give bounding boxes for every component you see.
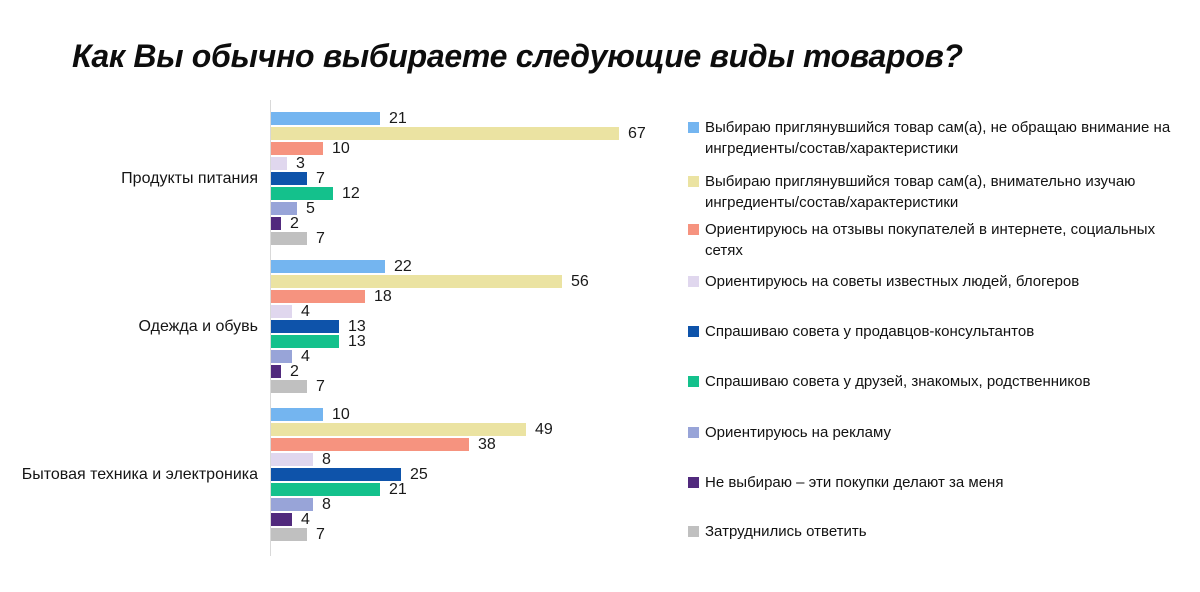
legend-color-swatch [688,276,699,287]
bar [271,438,469,451]
bar [271,483,380,496]
value-label: 25 [410,466,428,483]
value-label: 4 [301,348,310,365]
bar [271,275,562,288]
value-label: 21 [389,481,407,498]
value-label: 2 [290,215,299,232]
value-label: 21 [389,110,407,127]
value-label: 38 [478,436,496,453]
legend-color-swatch [688,176,699,187]
value-label: 49 [535,421,553,438]
bar [271,305,292,318]
bar [271,112,380,125]
bar [271,453,313,466]
value-label: 5 [306,200,315,217]
legend: Выбираю приглянувшийся товар сам(а), не … [688,0,1178,592]
value-label: 7 [316,526,325,543]
bar [271,217,281,230]
category-label: Бытовая техника и электроника [21,465,258,483]
bar [271,202,297,215]
value-label: 3 [296,155,305,172]
bar [271,157,287,170]
category-label: Продукты питания [121,169,258,187]
value-label: 4 [301,511,310,528]
bar [271,498,313,511]
legend-label: Ориентируюсь на отзывы покупателей в инт… [705,221,1156,259]
value-label: 13 [348,318,366,335]
bar [271,232,307,245]
bar [271,350,292,363]
legend-label: Затруднились ответить [705,523,867,540]
value-label: 13 [348,333,366,350]
legend-color-swatch [688,122,699,133]
bar [271,408,323,421]
legend-label: Ориентируюсь на рекламу [705,424,891,441]
bar [271,335,339,348]
bar [271,290,365,303]
chart-title: Как Вы обычно выбираете следующие виды т… [72,38,963,74]
legend-color-swatch [688,376,699,387]
legend-label: Спрашиваю совета у продавцов-консультант… [705,323,1035,340]
value-label: 8 [322,451,331,468]
bar [271,513,292,526]
bar [271,127,619,140]
bar [271,468,401,481]
bar [271,187,333,200]
value-label: 7 [316,378,325,395]
legend-label: Выбираю приглянувшийся товар сам(а), вни… [705,173,1136,211]
value-label: 2 [290,363,299,380]
bar [271,380,307,393]
legend-label: Выбираю приглянувшийся товар сам(а), не … [705,119,1171,157]
legend-color-swatch [688,477,699,488]
bar [271,260,385,273]
bar [271,423,526,436]
bar [271,172,307,185]
value-label: 7 [316,230,325,247]
value-label: 22 [394,258,412,275]
legend-color-swatch [688,224,699,235]
value-label: 10 [332,140,350,157]
legend-label: Спрашиваю совета у друзей, знакомых, род… [705,373,1091,390]
bar [271,142,323,155]
y-axis-line [270,100,271,556]
value-label: 12 [342,185,360,202]
bar [271,365,281,378]
value-label: 56 [571,273,589,290]
value-label: 4 [301,303,310,320]
value-label: 8 [322,496,331,513]
legend-color-swatch [688,526,699,537]
legend-color-swatch [688,427,699,438]
legend-label: Не выбираю – эти покупки делают за меня [705,474,1004,491]
legend-label: Ориентируюсь на советы известных людей, … [705,273,1080,290]
value-label: 7 [316,170,325,187]
legend-color-swatch [688,326,699,337]
value-label: 67 [628,125,646,142]
bar [271,320,339,333]
bar [271,528,307,541]
value-label: 18 [374,288,392,305]
value-label: 10 [332,406,350,423]
category-label: Одежда и обувь [138,317,258,335]
